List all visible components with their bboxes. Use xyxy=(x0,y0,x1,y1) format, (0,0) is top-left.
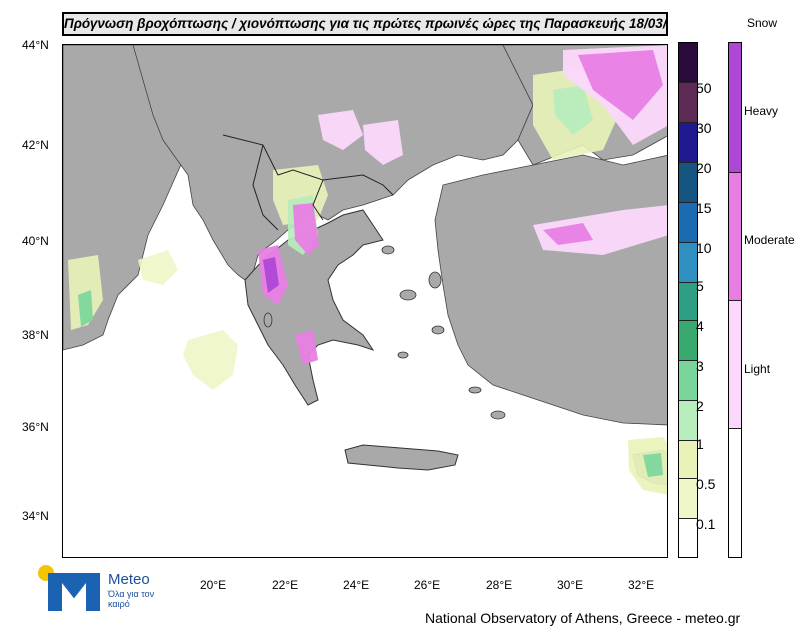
rain-legend-label: 20 xyxy=(696,160,712,176)
lon-tick-30: 30°E xyxy=(557,578,584,592)
map-title: Πρόγνωση βροχόπτωσης / χιονόπτωσης για τ… xyxy=(62,12,668,36)
snow-legend-swatch xyxy=(729,429,741,557)
logo-name: Meteo xyxy=(108,571,150,588)
rain-legend-swatch xyxy=(679,519,697,557)
rain-legend-swatch xyxy=(679,441,697,479)
snow-legend-swatch xyxy=(729,301,741,429)
rain-legend-swatch xyxy=(679,43,697,83)
lat-tick-38: 38°N xyxy=(22,328,49,342)
footer-credit: National Observatory of Athens, Greece -… xyxy=(425,610,741,626)
rain-legend-swatch xyxy=(679,283,697,321)
rain-legend-swatch xyxy=(679,203,697,243)
logo-tagline: Όλα για τον καιρό xyxy=(108,589,155,609)
lat-tick-42: 42°N xyxy=(22,138,49,152)
rain-legend-label: 4 xyxy=(696,318,704,334)
rain-legend-swatch xyxy=(679,479,697,519)
rain-legend-swatch xyxy=(679,83,697,123)
snow-legend-label: Moderate xyxy=(744,233,795,247)
lon-tick-24: 24°E xyxy=(343,578,370,592)
map-canvas xyxy=(63,45,667,557)
forecast-map xyxy=(62,44,668,558)
rain-legend-swatch xyxy=(679,163,697,203)
snow-legend-label: Light xyxy=(744,362,771,376)
snow-legend-swatch xyxy=(729,173,741,301)
rain-legend-label: 0.1 xyxy=(696,516,716,532)
land-crete xyxy=(344,444,459,471)
snow-legend-bar xyxy=(728,42,742,558)
rain-legend-label: 10 xyxy=(696,240,712,256)
rain-legend-label: 1 xyxy=(696,436,704,452)
rain-legend-label: 2 xyxy=(696,398,704,414)
rain-legend-swatch xyxy=(679,321,697,361)
rain-legend-label: 50 xyxy=(696,80,712,96)
rain-legend-swatch xyxy=(679,361,697,401)
rain-legend-label: 3 xyxy=(696,358,704,374)
rain-legend-label: 30 xyxy=(696,120,712,136)
lon-tick-26: 26°E xyxy=(414,578,441,592)
rain-legend-swatch xyxy=(679,123,697,163)
rain-legend-swatch xyxy=(679,243,697,283)
snow-legend-label: Heavy xyxy=(744,104,779,118)
snow-legend-title: Snow xyxy=(747,16,778,30)
lon-tick-20: 20°E xyxy=(200,578,227,592)
meteo-logo: Meteo Όλα για τον καιρό xyxy=(38,563,158,613)
rain-legend-bar xyxy=(678,42,698,558)
lon-tick-22: 22°E xyxy=(272,578,299,592)
m-logo-icon xyxy=(48,573,100,611)
lat-tick-34: 34°N xyxy=(22,509,49,523)
lat-tick-36: 36°N xyxy=(22,420,49,434)
lat-tick-40: 40°N xyxy=(22,234,49,248)
snow-legend-swatch xyxy=(729,43,741,173)
lon-tick-32: 32°E xyxy=(628,578,655,592)
lon-tick-28: 28°E xyxy=(486,578,513,592)
rain-legend-label: 0.5 xyxy=(696,476,716,492)
rain-legend-swatch xyxy=(679,401,697,441)
rain-legend-label: 5 xyxy=(696,278,704,294)
rain-legend-label: 15 xyxy=(696,200,712,216)
lat-tick-44: 44°N xyxy=(22,38,49,52)
